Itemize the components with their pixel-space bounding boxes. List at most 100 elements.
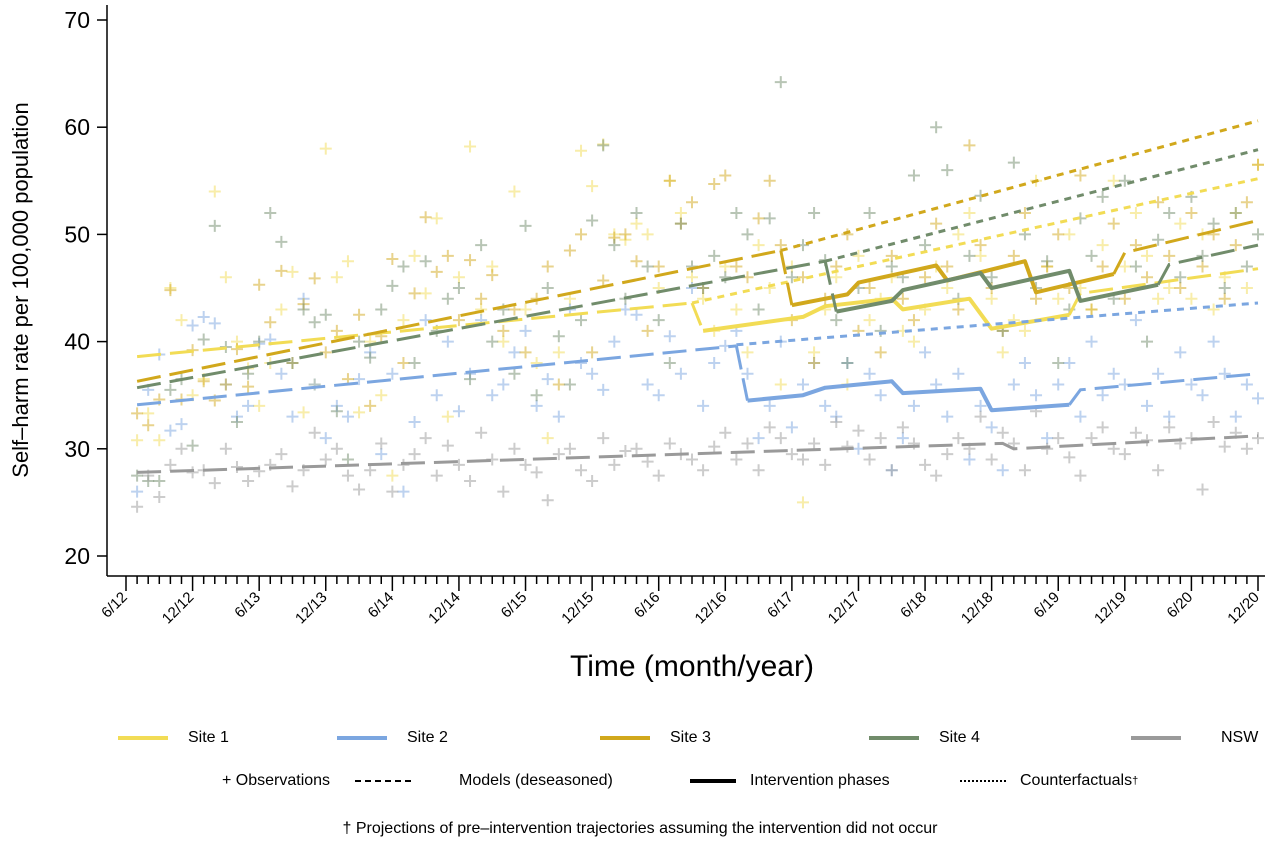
observation-point bbox=[464, 140, 477, 153]
observation-point bbox=[674, 217, 687, 230]
observation-point bbox=[752, 212, 765, 225]
observation-point bbox=[597, 383, 610, 396]
observation-point bbox=[552, 378, 565, 391]
legend-label: Site 3 bbox=[670, 729, 711, 746]
observation-point bbox=[1252, 392, 1264, 405]
observation-point bbox=[519, 458, 532, 471]
observation-point bbox=[1141, 335, 1154, 348]
observation-point bbox=[630, 217, 643, 230]
observation-point bbox=[397, 357, 410, 370]
x-tick-label: 12/20 bbox=[1224, 589, 1263, 628]
observation-point bbox=[142, 419, 155, 432]
x-tick-label: 12/15 bbox=[558, 589, 597, 628]
legend-swatch bbox=[869, 736, 919, 740]
observation-point bbox=[1118, 260, 1131, 273]
observation-point bbox=[452, 314, 465, 327]
observation-point bbox=[763, 399, 776, 412]
observation-point bbox=[375, 437, 388, 450]
model-post-line-site-1 bbox=[1067, 267, 1259, 316]
observation-point bbox=[1218, 292, 1231, 305]
observation-point bbox=[741, 367, 754, 380]
observation-point bbox=[1041, 432, 1054, 445]
observation-point bbox=[475, 426, 488, 439]
legend-item-site-4: Site 4 bbox=[869, 726, 980, 750]
observation-point bbox=[885, 464, 898, 477]
observation-point bbox=[1063, 228, 1076, 241]
observation-point bbox=[441, 410, 454, 423]
observation-point bbox=[719, 426, 732, 439]
observation-point bbox=[230, 461, 243, 474]
observation-point bbox=[907, 335, 920, 348]
observation-point bbox=[852, 249, 865, 262]
legend-label: Counterfactuals bbox=[1020, 772, 1133, 789]
observation-point bbox=[819, 458, 832, 471]
observation-point bbox=[896, 421, 909, 434]
observation-point bbox=[941, 260, 954, 273]
observation-point bbox=[1018, 357, 1031, 370]
observation-point bbox=[1041, 442, 1054, 455]
observation-point bbox=[1240, 282, 1253, 294]
counterfactual-line-site-1 bbox=[691, 177, 1259, 305]
observation-point bbox=[508, 442, 521, 455]
observation-point bbox=[1252, 158, 1264, 171]
observation-point bbox=[874, 389, 887, 402]
observation-point bbox=[1196, 260, 1209, 273]
x-tick-label: 6/13 bbox=[231, 589, 264, 622]
observation-point bbox=[275, 448, 288, 461]
observation-point bbox=[575, 314, 588, 327]
observation-point bbox=[930, 217, 943, 230]
y-tick-label: 70 bbox=[64, 7, 90, 33]
observation-point bbox=[1118, 448, 1131, 461]
observation-point bbox=[186, 319, 199, 332]
model-post-line-site-3 bbox=[1112, 219, 1259, 275]
observation-point bbox=[1118, 292, 1131, 305]
observation-point bbox=[674, 367, 687, 380]
observation-point bbox=[1174, 346, 1187, 359]
observation-point bbox=[1185, 378, 1198, 391]
x-tick-label: 12/17 bbox=[825, 589, 864, 628]
legend-item-counterfactuals: Counterfactuals † bbox=[960, 769, 1138, 793]
y-tick-label: 50 bbox=[64, 221, 90, 247]
observation-point bbox=[563, 244, 576, 257]
observation-point bbox=[1240, 196, 1253, 209]
observation-point bbox=[1052, 378, 1065, 391]
legend-label: + Observations bbox=[222, 772, 331, 789]
observation-point bbox=[652, 389, 665, 402]
observation-point bbox=[364, 351, 377, 364]
observation-point bbox=[1018, 464, 1031, 477]
observation-point bbox=[430, 212, 443, 225]
observation-point bbox=[1196, 249, 1209, 262]
observation-point bbox=[663, 174, 676, 187]
observation-point bbox=[874, 346, 887, 359]
observation-point bbox=[575, 464, 588, 477]
observation-point bbox=[808, 206, 821, 219]
observation-point bbox=[153, 474, 166, 487]
observation-point bbox=[796, 496, 809, 509]
counterfactual-line-site-2 bbox=[736, 301, 1259, 347]
observation-point bbox=[319, 453, 332, 466]
counterfactual-line-site-4 bbox=[824, 148, 1259, 263]
observation-point bbox=[552, 410, 565, 423]
model-drop-line-site-3 bbox=[779, 250, 794, 306]
observation-point bbox=[1052, 292, 1065, 305]
legend-label: Site 4 bbox=[939, 729, 980, 746]
observation-point bbox=[375, 389, 388, 402]
observation-point bbox=[364, 399, 377, 412]
observation-point bbox=[1163, 421, 1176, 434]
legend-item-intervention: Intervention phases bbox=[690, 769, 890, 793]
observation-point bbox=[752, 303, 765, 316]
observation-point bbox=[186, 439, 199, 452]
observation-point bbox=[386, 485, 399, 498]
intervention-line-site-3 bbox=[791, 259, 1115, 308]
observation-point bbox=[175, 314, 188, 327]
observation-point bbox=[253, 278, 266, 291]
observation-point bbox=[841, 357, 854, 370]
observation-point bbox=[1229, 239, 1242, 252]
observation-point bbox=[197, 310, 210, 323]
observation-point bbox=[708, 440, 721, 453]
observation-point bbox=[131, 500, 144, 513]
model-pre-line-site-4 bbox=[136, 259, 826, 390]
observation-point bbox=[863, 282, 876, 294]
observation-point bbox=[1007, 249, 1020, 262]
observation-point bbox=[197, 333, 210, 346]
